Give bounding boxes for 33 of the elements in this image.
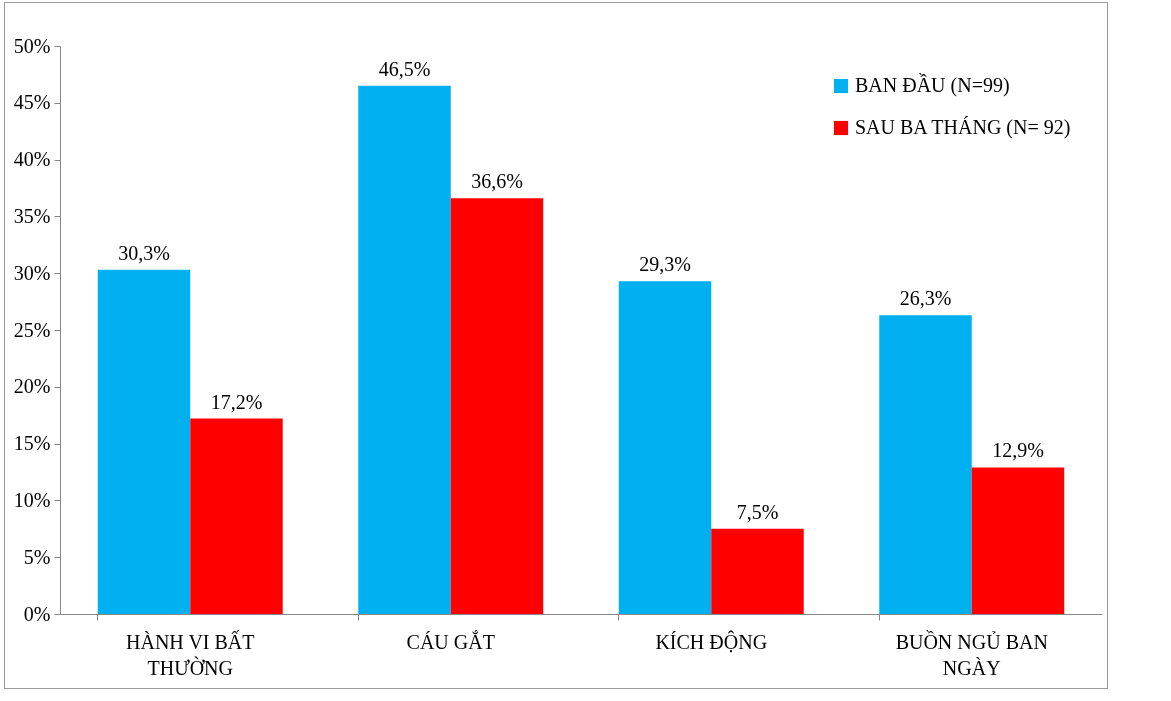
bar xyxy=(618,281,712,614)
y-tick-label: 5% xyxy=(23,545,51,568)
x-tick-label: BUỒN NGỦ BAN NGÀY xyxy=(895,629,1048,679)
bar xyxy=(190,418,283,614)
data-label: 12,9% xyxy=(992,439,1044,462)
bar xyxy=(450,198,544,614)
y-tick-label: 15% xyxy=(13,432,51,455)
y-tick-label: 50% xyxy=(13,34,51,57)
y-tick-label: 45% xyxy=(13,91,51,114)
data-label: 30,3% xyxy=(118,241,170,264)
data-label: 7,5% xyxy=(736,500,779,523)
y-tick-label: 10% xyxy=(13,488,51,511)
y-tick-label: 20% xyxy=(13,375,51,398)
bar xyxy=(358,85,451,614)
bar xyxy=(711,528,804,614)
x-tick-label: CÁU GẮT xyxy=(406,629,495,653)
bar xyxy=(97,269,191,614)
y-tick-label: 25% xyxy=(13,318,51,341)
data-label: 29,3% xyxy=(639,253,691,276)
x-tick-label: KÍCH ĐỘNG xyxy=(655,629,768,653)
legend-label: BAN ĐẦU (N=99) xyxy=(855,73,1010,97)
y-tick-label: 35% xyxy=(13,204,51,227)
y-tick-label: 30% xyxy=(13,261,51,284)
y-tick-label: 40% xyxy=(13,148,51,171)
legend-label: SAU BA THÁNG (N= 92) xyxy=(855,116,1071,139)
data-label: 17,2% xyxy=(210,390,263,413)
x-tick-label: HÀNH VI BẤT THƯỜNG xyxy=(125,629,255,679)
bar xyxy=(879,315,972,614)
bar xyxy=(971,467,1065,614)
y-tick-label: 0% xyxy=(23,602,51,625)
data-label: 26,3% xyxy=(899,287,952,310)
data-label: 46,5% xyxy=(378,57,431,80)
data-label: 36,6% xyxy=(471,170,523,193)
